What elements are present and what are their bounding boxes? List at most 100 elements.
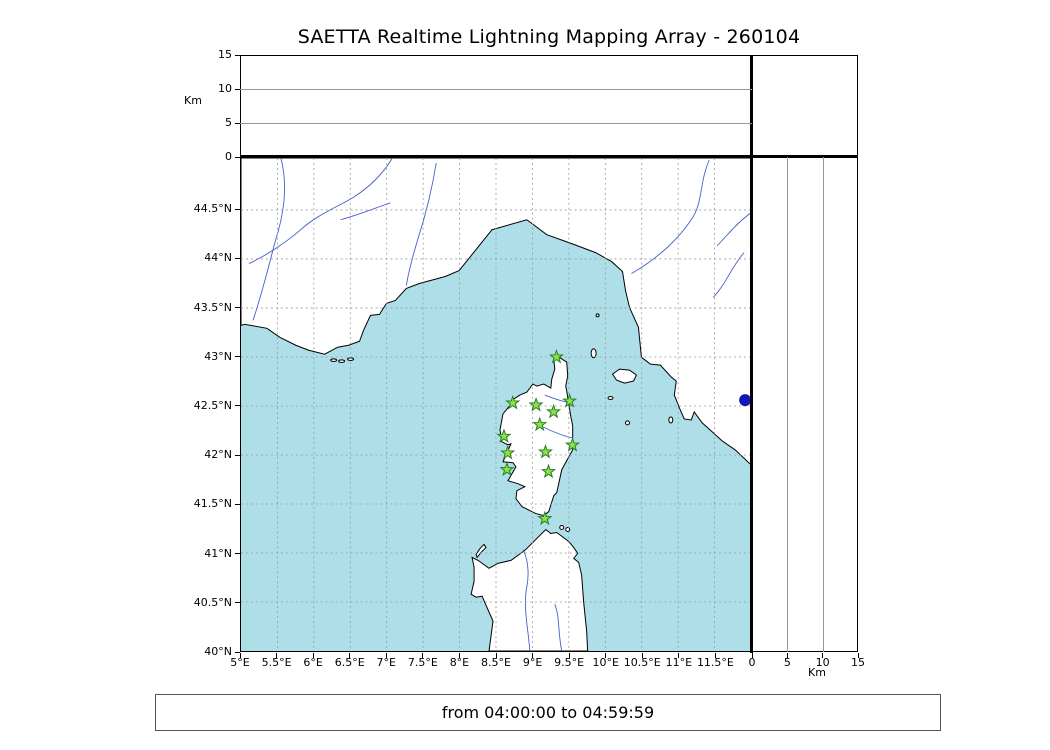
longitude-tick-mark: [349, 653, 351, 658]
latitude-tick-label: 41.5°N: [193, 497, 232, 511]
altitude-histogram-panel: [752, 55, 858, 157]
latitude-tick-mark: [235, 454, 240, 456]
longitude-tick-mark: [385, 653, 387, 658]
latitude-tick-mark: [235, 651, 240, 653]
hyeres-island-1: [330, 358, 338, 362]
longitude-tick-label: 11°E: [665, 656, 693, 669]
river: [248, 158, 393, 264]
map-right-spine: [750, 55, 753, 653]
longitude-tick-label: 9.5°E: [554, 656, 585, 669]
longitude-tick-mark: [239, 653, 241, 658]
longitude-tick-label: 6.5°E: [334, 656, 365, 669]
altitude-tick-label: 0: [225, 150, 232, 163]
longitude-tick-label: 10.5°E: [623, 656, 661, 669]
elba-island: [611, 368, 638, 384]
latitude-tick-label: 40.5°N: [193, 595, 232, 609]
altitude-tick-mark: [751, 653, 753, 658]
longitude-tick-label: 9°E: [522, 656, 543, 669]
latitude-tick-mark: [235, 602, 240, 604]
longitude-tick-label: 8.5°E: [481, 656, 511, 669]
altitude-tick-label: 10: [815, 656, 830, 669]
montecristo-island: [624, 420, 630, 426]
longitude-tick-label: 11.5°E: [696, 656, 734, 669]
longitude-tick-label: 5.5°E: [261, 656, 292, 669]
altitude-axis-label-top: Km: [184, 94, 202, 107]
altitude-gridline: [787, 157, 789, 652]
longitude-tick-mark: [605, 653, 607, 658]
map-canvas: [241, 158, 751, 651]
giglio-island: [668, 416, 674, 424]
longitude-tick-label: 7.5°E: [407, 656, 438, 669]
latitude-tick-label: 41°N: [204, 546, 232, 560]
river: [631, 159, 710, 274]
altitude-tick-mark: [822, 653, 824, 658]
altitude-tick-label: 5: [783, 656, 791, 669]
altitude-gridline: [822, 157, 824, 652]
time-range-text: from 04:00:00 to 04:59:59: [441, 703, 655, 722]
river: [522, 549, 531, 651]
latitude-tick-label: 44°N: [204, 251, 232, 265]
page-title: SAETTA Realtime Lightning Mapping Array …: [297, 26, 801, 48]
latitude-tick-mark: [235, 405, 240, 407]
latitude-tick-label: 43°N: [204, 349, 232, 363]
altitude-axis-label-bottom: Km: [808, 666, 826, 679]
asinara-island: [475, 543, 487, 559]
maddalena-island-1: [559, 525, 565, 530]
capraia-island: [590, 348, 597, 359]
latitude-tick-label: 42°N: [204, 448, 232, 462]
gorgona-island: [595, 313, 600, 318]
altitude-tick-mark: [235, 54, 240, 56]
map-gridlines: [241, 158, 751, 651]
station-markers: [497, 350, 751, 525]
longitude-tick-mark: [641, 653, 643, 658]
altitude-gridline: [240, 123, 752, 124]
longitude-tick-label: 7°E: [376, 656, 396, 669]
latitude-tick-label: 42.5°N: [193, 398, 232, 412]
map-top-spine: [240, 155, 858, 158]
latitude-tick-mark: [235, 307, 240, 309]
altitude-tick-mark: [235, 156, 240, 158]
altitude-tick-mark: [857, 653, 859, 658]
longitude-tick-mark: [678, 653, 680, 658]
river: [405, 162, 437, 286]
altitude-tick-label: 15: [218, 48, 232, 61]
longitude-tick-mark: [532, 653, 534, 658]
river: [554, 604, 563, 651]
latitude-tick-label: 43.5°N: [193, 300, 232, 314]
longitude-tick-mark: [458, 653, 460, 658]
altitude-gridline: [240, 89, 752, 90]
river: [252, 158, 286, 321]
latitude-tick-mark: [235, 503, 240, 505]
altitude-tick-label: 10: [218, 82, 232, 95]
longitude-tick-mark: [312, 653, 314, 658]
longitude-tick-label: 5°E: [230, 656, 250, 669]
latitude-tick-mark: [235, 208, 240, 210]
map-panel: [240, 157, 752, 652]
hyeres-island-2: [338, 359, 346, 363]
altitude-tick-label: 15: [851, 656, 865, 669]
longitude-tick-label: 8°E: [449, 656, 470, 669]
longitude-tick-label: 10°E: [592, 656, 619, 669]
latitude-tick-mark: [235, 356, 240, 358]
longitude-tick-mark: [422, 653, 424, 658]
rivers: [248, 158, 751, 651]
land-layer: [241, 158, 751, 651]
altitude-tick-mark: [235, 122, 240, 124]
blue-circle-marker: [739, 394, 751, 407]
altitude-tick-label: 0: [748, 656, 756, 669]
longitude-tick-mark: [714, 653, 716, 658]
altitude-longitude-panel: [240, 55, 752, 157]
altitude-tick-mark: [786, 653, 788, 658]
continental-coastline: [241, 158, 751, 466]
latitude-tick-label: 44.5°N: [193, 202, 232, 216]
river: [340, 202, 391, 221]
altitude-latitude-panel: [752, 157, 858, 652]
river: [716, 212, 751, 246]
latitude-tick-label: 40°N: [204, 645, 232, 658]
latitude-tick-mark: [235, 257, 240, 259]
river: [712, 252, 745, 298]
river: [542, 426, 573, 439]
longitude-tick-mark: [495, 653, 497, 658]
altitude-tick-mark: [235, 88, 240, 90]
